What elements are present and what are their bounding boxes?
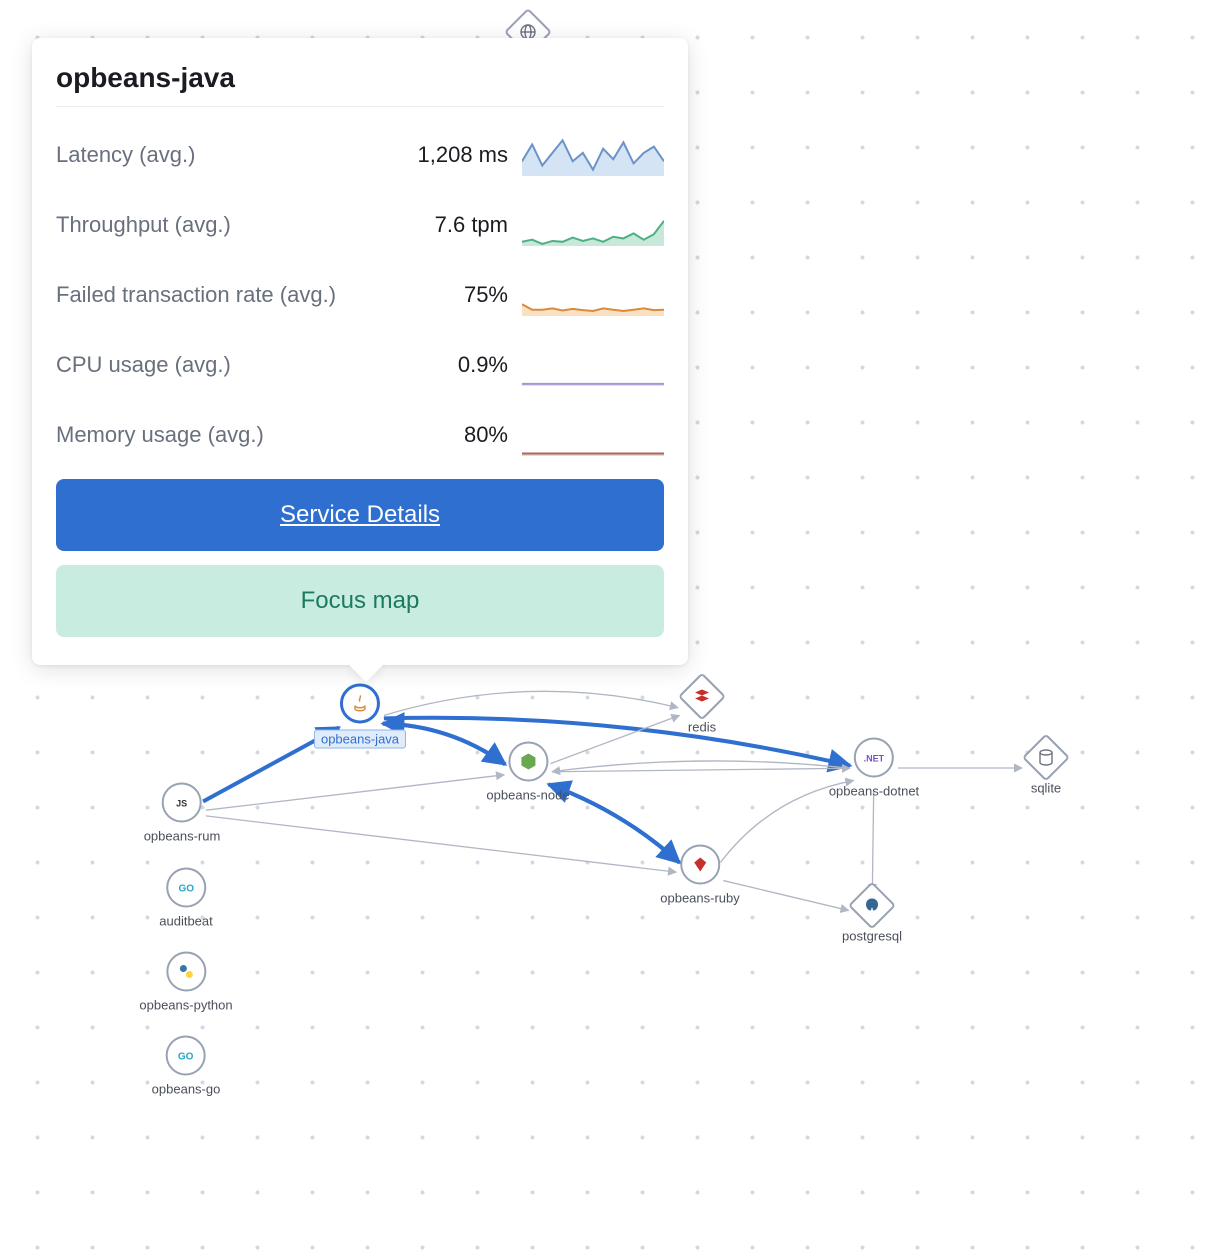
metric-value: 80% [402, 422, 522, 448]
go-icon: GO [166, 1036, 206, 1076]
node-label: redis [688, 720, 716, 735]
redis-icon [678, 672, 726, 720]
popover-title: opbeans-java [56, 62, 664, 107]
node-opbeans-node[interactable]: opbeans-node [486, 742, 569, 803]
metric-value: 75% [402, 282, 522, 308]
metric-row: Memory usage (avg.)80% [56, 405, 664, 465]
service-details-button[interactable]: Service Details [56, 479, 664, 551]
node-opbeans-ruby[interactable]: opbeans-ruby [660, 845, 740, 906]
node-auditbeat[interactable]: GO auditbeat [159, 868, 213, 929]
node-opbeans-dotnet[interactable]: .NET opbeans-dotnet [829, 738, 919, 799]
node-opbeans-java[interactable]: opbeans-java [314, 684, 406, 749]
node-label: opbeans-node [486, 788, 569, 803]
node-opbeans-rum[interactable]: JS opbeans-rum [144, 783, 221, 844]
node-sqlite[interactable]: sqlite [1029, 741, 1063, 796]
db-icon [1022, 733, 1070, 781]
.NET-icon: .NET [854, 738, 894, 778]
node-label: opbeans-java [314, 730, 406, 749]
java-icon [340, 684, 380, 724]
focus-map-button[interactable]: Focus map [56, 565, 664, 637]
metric-label: Failed transaction rate (avg.) [56, 282, 402, 308]
pg-icon [848, 881, 896, 929]
metric-row: Latency (avg.)1,208 ms [56, 125, 664, 185]
node-label: opbeans-rum [144, 829, 221, 844]
node-icon [508, 742, 548, 782]
node-label: postgresql [842, 929, 902, 944]
node-label: opbeans-dotnet [829, 784, 919, 799]
metric-row: CPU usage (avg.)0.9% [56, 335, 664, 395]
metric-row: Failed transaction rate (avg.)75% [56, 265, 664, 325]
metric-value: 7.6 tpm [402, 212, 522, 238]
service-popover: opbeans-java Latency (avg.)1,208 ms Throu… [32, 38, 688, 665]
node-label: opbeans-python [139, 998, 232, 1013]
ruby-icon [680, 845, 720, 885]
svg-text:GO: GO [178, 1052, 194, 1063]
svg-text:JS: JS [176, 799, 187, 809]
node-redis[interactable]: redis [685, 680, 719, 735]
node-label: sqlite [1031, 781, 1061, 796]
metric-label: Throughput (avg.) [56, 212, 402, 238]
JS-icon: JS [162, 783, 202, 823]
node-label: auditbeat [159, 914, 213, 929]
node-opbeans-python[interactable]: opbeans-python [139, 952, 232, 1013]
node-label: opbeans-ruby [660, 891, 740, 906]
python-icon [166, 952, 206, 992]
sparkline [522, 414, 664, 456]
svg-text:.NET: .NET [864, 754, 884, 764]
sparkline [522, 344, 664, 386]
svg-text:GO: GO [178, 884, 194, 895]
node-opbeans-go[interactable]: GO opbeans-go [152, 1036, 221, 1097]
metric-value: 1,208 ms [402, 142, 522, 168]
node-postgresql[interactable]: postgresql [842, 889, 902, 944]
node-label: opbeans-go [152, 1082, 221, 1097]
metric-row: Throughput (avg.)7.6 tpm [56, 195, 664, 255]
metric-label: Memory usage (avg.) [56, 422, 402, 448]
go-icon: GO [166, 868, 206, 908]
metric-label: Latency (avg.) [56, 142, 402, 168]
sparkline [522, 274, 664, 316]
metric-value: 0.9% [402, 352, 522, 378]
metric-label: CPU usage (avg.) [56, 352, 402, 378]
sparkline [522, 134, 664, 176]
sparkline [522, 204, 664, 246]
